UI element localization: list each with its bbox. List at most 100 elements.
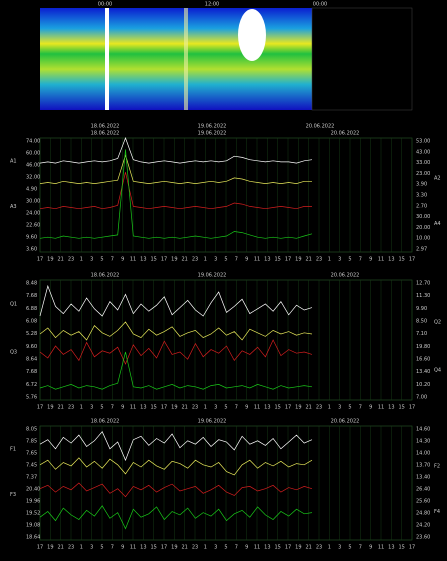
date-label: 18.06.2022 <box>91 131 120 137</box>
right-tick: 12.70 <box>416 281 430 287</box>
hour-label: 3 <box>214 257 217 263</box>
right-tick: 24.80 <box>416 511 430 517</box>
hour-label: 23 <box>68 405 74 411</box>
date-label: 19.06.2022 <box>198 131 227 137</box>
hour-label: 17 <box>161 405 167 411</box>
hour-label: 7 <box>359 405 362 411</box>
hour-label: 15 <box>150 545 156 551</box>
left-tick: 19.52 <box>26 511 40 517</box>
hour-label: 13 <box>264 257 270 263</box>
hour-label: 11 <box>130 405 136 411</box>
hour-label: 19 <box>295 257 301 263</box>
right-tick: 24.20 <box>416 523 430 529</box>
hour-label: 13 <box>140 257 146 263</box>
hour-label: 11 <box>254 405 260 411</box>
left-tick: 8.64 <box>26 357 37 363</box>
hour-label: 5 <box>348 405 351 411</box>
left-tick: 9.60 <box>26 344 37 350</box>
hour-label: 7 <box>235 545 238 551</box>
right-tick: 11.30 <box>416 293 430 299</box>
right-name: A4 <box>434 221 441 227</box>
hour-label: 19 <box>171 545 177 551</box>
hour-label: 17 <box>285 405 291 411</box>
hour-label: 7 <box>111 257 114 263</box>
hour-label: 7 <box>111 545 114 551</box>
left-tick: 7.45 <box>26 463 37 469</box>
hour-label: 5 <box>100 545 103 551</box>
hour-label: 9 <box>245 257 248 263</box>
hour-label: 5 <box>224 545 227 551</box>
hour-label: 15 <box>150 405 156 411</box>
right-tick: 7.00 <box>416 395 427 401</box>
left-tick: 7.85 <box>26 439 37 445</box>
date-label: 20.06.2022 <box>331 273 360 279</box>
hour-label: 17 <box>37 405 43 411</box>
hour-label: 23 <box>192 257 198 263</box>
hour-label: 9 <box>245 545 248 551</box>
hour-label: 9 <box>369 405 372 411</box>
left-tick: 7.68 <box>26 293 37 299</box>
left-name: A1 <box>10 158 17 164</box>
hour-label: 15 <box>274 257 280 263</box>
right-tick: 30.00 <box>416 214 430 220</box>
hour-label: 3 <box>214 405 217 411</box>
hour-label: 7 <box>235 257 238 263</box>
spec-date: 20.06.2022 <box>306 124 335 130</box>
right-tick: 14.30 <box>416 439 430 445</box>
hour-label: 3 <box>338 257 341 263</box>
hour-label: 17 <box>37 545 43 551</box>
hour-label: 15 <box>398 405 404 411</box>
hour-label: 3 <box>338 405 341 411</box>
hour-label: 9 <box>369 545 372 551</box>
hour-label: 3 <box>338 545 341 551</box>
series-line <box>39 351 313 390</box>
right-tick: 23.00 <box>416 171 430 177</box>
left-name: Q1 <box>10 302 17 308</box>
date-label: 20.06.2022 <box>331 131 360 137</box>
hour-label: 17 <box>37 257 43 263</box>
hour-label: 13 <box>264 405 270 411</box>
right-tick: 33.00 <box>416 160 430 166</box>
hour-label: 21 <box>305 545 311 551</box>
left-tick: 30.00 <box>26 199 40 205</box>
hour-label: 21 <box>181 545 187 551</box>
hour-label: 19 <box>47 257 53 263</box>
hour-label: 1 <box>204 257 207 263</box>
hour-label: 13 <box>140 545 146 551</box>
hour-label: 5 <box>224 257 227 263</box>
hour-label: 15 <box>150 257 156 263</box>
hour-label: 19 <box>171 257 177 263</box>
left-tick: 20.40 <box>26 487 40 493</box>
right-tick: 10.20 <box>416 382 430 388</box>
right-tick: 3.90 <box>416 182 427 188</box>
right-tick: 26.40 <box>416 487 430 493</box>
hour-label: 15 <box>398 257 404 263</box>
left-tick: 22.60 <box>26 223 40 229</box>
right-tick: 53.00 <box>416 139 430 145</box>
hour-label: 17 <box>161 545 167 551</box>
right-tick: 23.60 <box>416 535 430 541</box>
hour-label: 1 <box>80 545 83 551</box>
hour-label: 7 <box>111 405 114 411</box>
hour-label: 21 <box>57 257 63 263</box>
spectrogram <box>40 7 413 111</box>
left-tick: 18.64 <box>26 535 40 541</box>
left-tick: 32.00 <box>26 175 40 181</box>
left-tick: 9.60 <box>26 235 37 241</box>
series-line <box>39 149 313 239</box>
left-tick: 19.08 <box>26 523 40 529</box>
hour-label: 17 <box>409 545 415 551</box>
series-line <box>39 482 313 498</box>
spec-date: 18.06.2022 <box>91 124 120 130</box>
left-tick: 6.72 <box>26 382 37 388</box>
hour-label: 9 <box>121 545 124 551</box>
right-name: Q4 <box>434 368 441 374</box>
right-name: F2 <box>434 463 440 469</box>
hour-label: 1 <box>328 257 331 263</box>
right-tick: 13.40 <box>416 475 430 481</box>
left-tick: 24.00 <box>26 211 40 217</box>
right-name: Q2 <box>434 320 441 326</box>
hour-label: 9 <box>369 257 372 263</box>
right-tick: 14.60 <box>416 427 430 433</box>
hour-label: 19 <box>295 405 301 411</box>
